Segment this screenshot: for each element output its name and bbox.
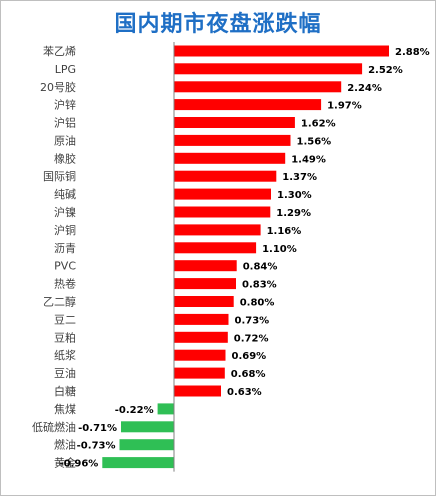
category-label: 黄金 xyxy=(54,456,76,470)
category-label: 橡胶 xyxy=(54,151,76,165)
value-label: 1.97% xyxy=(327,101,362,112)
bar-5 xyxy=(174,134,291,146)
category-label: 沪锌 xyxy=(54,98,76,112)
category-label: 苯乙烯 xyxy=(43,44,76,58)
bar-10 xyxy=(174,224,261,236)
bar-1 xyxy=(174,63,363,75)
value-label: -0.71% xyxy=(78,423,117,434)
bar-13 xyxy=(174,278,236,290)
value-label: 1.49% xyxy=(291,154,326,165)
category-label: PVC xyxy=(54,260,76,273)
value-label: 1.37% xyxy=(282,172,317,183)
bar-15 xyxy=(174,313,229,325)
value-label: 0.69% xyxy=(232,351,267,362)
category-label: 国际铜 xyxy=(43,169,76,183)
bar-18 xyxy=(174,367,225,379)
value-label: 2.88% xyxy=(395,47,430,58)
bar-9 xyxy=(174,206,271,218)
bar-0 xyxy=(174,45,389,57)
value-label: -0.73% xyxy=(77,441,116,452)
value-label: -0.96% xyxy=(59,459,98,470)
bar-7 xyxy=(174,170,277,182)
labels-layer: 苯乙烯 2.88% LPG 2.52% 20号胶 2.24% 沪锌 1.97% 沪铝 1.62% 原… xyxy=(32,44,430,470)
bar-2 xyxy=(174,81,342,93)
bar-17 xyxy=(174,349,226,361)
category-label: 豆粕 xyxy=(54,330,76,344)
value-label: 0.84% xyxy=(243,262,278,273)
category-label: 沪铜 xyxy=(54,223,76,237)
bars-layer xyxy=(102,45,389,469)
category-label: 20号胶 xyxy=(40,80,76,94)
category-label: 纸浆 xyxy=(54,348,76,362)
value-label: 0.80% xyxy=(240,298,275,309)
bar-6 xyxy=(174,152,286,164)
category-label: 燃油 xyxy=(54,438,76,452)
value-label: 0.72% xyxy=(234,333,269,344)
category-label: 沪铝 xyxy=(54,116,76,130)
value-label: 1.62% xyxy=(301,119,336,130)
value-label: 1.16% xyxy=(267,226,302,237)
value-label: 0.68% xyxy=(231,369,266,380)
bar-12 xyxy=(174,260,237,272)
category-label: 沥青 xyxy=(54,242,76,255)
category-label: 豆二 xyxy=(54,313,76,326)
value-label: 1.56% xyxy=(297,136,332,147)
bar-14 xyxy=(174,296,234,307)
category-label: 热卷 xyxy=(54,277,76,291)
chart-title: 国内期市夜盘涨跌幅 xyxy=(114,12,322,37)
category-label: LPG xyxy=(55,63,76,76)
category-label: 低硫燃油 xyxy=(32,420,76,434)
bar-20 xyxy=(157,403,174,415)
bar-16 xyxy=(174,331,228,343)
value-label: 1.30% xyxy=(277,190,312,201)
bar-3 xyxy=(174,99,322,111)
category-label: 沪镍 xyxy=(54,205,76,219)
value-label: 0.73% xyxy=(235,315,270,326)
category-label: 原油 xyxy=(54,133,76,147)
category-label: 豆油 xyxy=(54,366,76,380)
bar-22 xyxy=(119,439,174,451)
value-label: 1.29% xyxy=(276,208,311,219)
value-label: 0.83% xyxy=(242,280,277,291)
category-label: 乙二醇 xyxy=(43,295,76,309)
value-label: 2.52% xyxy=(368,65,403,76)
category-label: 白糖 xyxy=(54,384,76,398)
bar-8 xyxy=(174,188,271,200)
category-label: 焦煤 xyxy=(54,403,76,416)
category-label: 纯碱 xyxy=(54,188,76,201)
value-label: 2.24% xyxy=(347,83,382,94)
bar-11 xyxy=(174,242,257,254)
value-label: 0.63% xyxy=(227,387,262,398)
bar-19 xyxy=(174,385,221,397)
bar-23 xyxy=(102,457,174,469)
value-label: 1.10% xyxy=(262,244,297,255)
bar-21 xyxy=(121,421,174,433)
value-label: -0.22% xyxy=(115,405,154,416)
bar-4 xyxy=(174,117,295,128)
